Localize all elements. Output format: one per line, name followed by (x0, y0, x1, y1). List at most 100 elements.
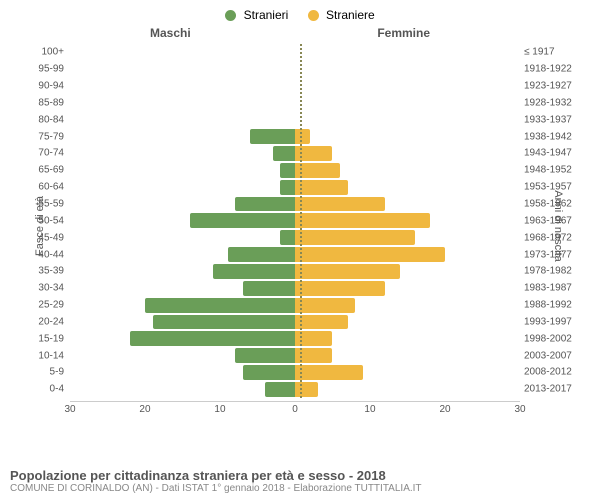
column-title-female: Femmine (377, 26, 430, 40)
age-label: 40-44 (20, 249, 64, 260)
bar-female (295, 281, 385, 296)
birth-year-label: 1978-1982 (524, 266, 582, 277)
legend-male: Stranieri (225, 8, 288, 22)
bar-male (228, 247, 296, 262)
bar-male (265, 382, 295, 397)
pyramid-row: 40-441973-1977 (70, 246, 520, 263)
pyramid-row: 30-341983-1987 (70, 280, 520, 297)
rows-area: 100+≤ 191795-991918-192290-941923-192785… (70, 44, 520, 398)
pyramid-row: 20-241993-1997 (70, 314, 520, 331)
column-title-male: Maschi (150, 26, 191, 40)
bar-male (213, 264, 296, 279)
age-label: 65-69 (20, 165, 64, 176)
bar-area (70, 197, 520, 212)
x-tick: 30 (64, 404, 75, 415)
x-tick: 10 (214, 404, 225, 415)
bar-male (273, 146, 296, 161)
bar-female (295, 264, 400, 279)
bar-area (70, 331, 520, 346)
age-label: 85-89 (20, 97, 64, 108)
birth-year-label: 1928-1932 (524, 97, 582, 108)
footer-subtitle: COMUNE DI CORINALDO (AN) - Dati ISTAT 1°… (10, 483, 590, 494)
bar-male (190, 213, 295, 228)
bar-male (145, 298, 295, 313)
bar-female (295, 180, 348, 195)
legend-female-swatch (308, 10, 319, 21)
birth-year-label: 1993-1997 (524, 316, 582, 327)
birth-year-label: 2013-2017 (524, 384, 582, 395)
pyramid-row: 75-791938-1942 (70, 128, 520, 145)
birth-year-label: 1998-2002 (524, 333, 582, 344)
age-label: 25-29 (20, 300, 64, 311)
center-divider (300, 44, 302, 398)
birth-year-label: 1923-1927 (524, 81, 582, 92)
pyramid-row: 55-591958-1962 (70, 196, 520, 213)
bar-area (70, 45, 520, 60)
x-tick: 0 (292, 404, 298, 415)
bar-male (243, 365, 296, 380)
birth-year-label: 1918-1922 (524, 64, 582, 75)
birth-year-label: 1973-1977 (524, 249, 582, 260)
birth-year-label: 1968-1972 (524, 232, 582, 243)
birth-year-label: ≤ 1917 (524, 47, 582, 58)
birth-year-label: 1963-1967 (524, 215, 582, 226)
x-axis: 3020100102030 (70, 401, 520, 416)
pyramid-row: 5-92008-2012 (70, 364, 520, 381)
bar-area (70, 163, 520, 178)
bar-female (295, 382, 318, 397)
bar-area (70, 298, 520, 313)
bar-area (70, 146, 520, 161)
pyramid-row: 45-491968-1972 (70, 229, 520, 246)
bar-area (70, 382, 520, 397)
age-label: 30-34 (20, 283, 64, 294)
birth-year-label: 1943-1947 (524, 148, 582, 159)
legend-male-label: Stranieri (244, 8, 289, 22)
pyramid-row: 65-691948-1952 (70, 162, 520, 179)
chart-container: Stranieri Straniere Maschi Femmine Fasce… (0, 0, 600, 500)
age-label: 50-54 (20, 215, 64, 226)
bar-area (70, 348, 520, 363)
age-label: 10-14 (20, 350, 64, 361)
age-label: 20-24 (20, 316, 64, 327)
bar-male (280, 163, 295, 178)
birth-year-label: 1948-1952 (524, 165, 582, 176)
x-tick: 10 (364, 404, 375, 415)
legend-male-swatch (225, 10, 236, 21)
age-label: 60-64 (20, 182, 64, 193)
pyramid-row: 15-191998-2002 (70, 330, 520, 347)
pyramid-row: 70-741943-1947 (70, 145, 520, 162)
pyramid-row: 50-541963-1967 (70, 212, 520, 229)
bar-area (70, 79, 520, 94)
pyramid-row: 95-991918-1922 (70, 61, 520, 78)
birth-year-label: 1953-1957 (524, 182, 582, 193)
footer: Popolazione per cittadinanza straniera p… (10, 468, 590, 494)
bar-area (70, 281, 520, 296)
bar-area (70, 112, 520, 127)
birth-year-label: 1988-1992 (524, 300, 582, 311)
pyramid-row: 80-841933-1937 (70, 111, 520, 128)
pyramid-row: 60-641953-1957 (70, 179, 520, 196)
pyramid-row: 85-891928-1932 (70, 95, 520, 112)
bar-male (130, 331, 295, 346)
pyramid-row: 25-291988-1992 (70, 297, 520, 314)
x-tick: 20 (139, 404, 150, 415)
age-label: 95-99 (20, 64, 64, 75)
bar-area (70, 96, 520, 111)
age-label: 5-9 (20, 367, 64, 378)
bar-female (295, 230, 415, 245)
bar-female (295, 315, 348, 330)
bar-area (70, 129, 520, 144)
age-label: 15-19 (20, 333, 64, 344)
bar-male (243, 281, 296, 296)
birth-year-label: 2003-2007 (524, 350, 582, 361)
pyramid-row: 100+≤ 1917 (70, 44, 520, 61)
age-label: 55-59 (20, 199, 64, 210)
bar-area (70, 180, 520, 195)
bar-male (235, 197, 295, 212)
legend: Stranieri Straniere (0, 0, 600, 26)
birth-year-label: 1983-1987 (524, 283, 582, 294)
bar-male (250, 129, 295, 144)
pyramid-row: 10-142003-2007 (70, 347, 520, 364)
legend-female: Straniere (308, 8, 375, 22)
bar-area (70, 213, 520, 228)
